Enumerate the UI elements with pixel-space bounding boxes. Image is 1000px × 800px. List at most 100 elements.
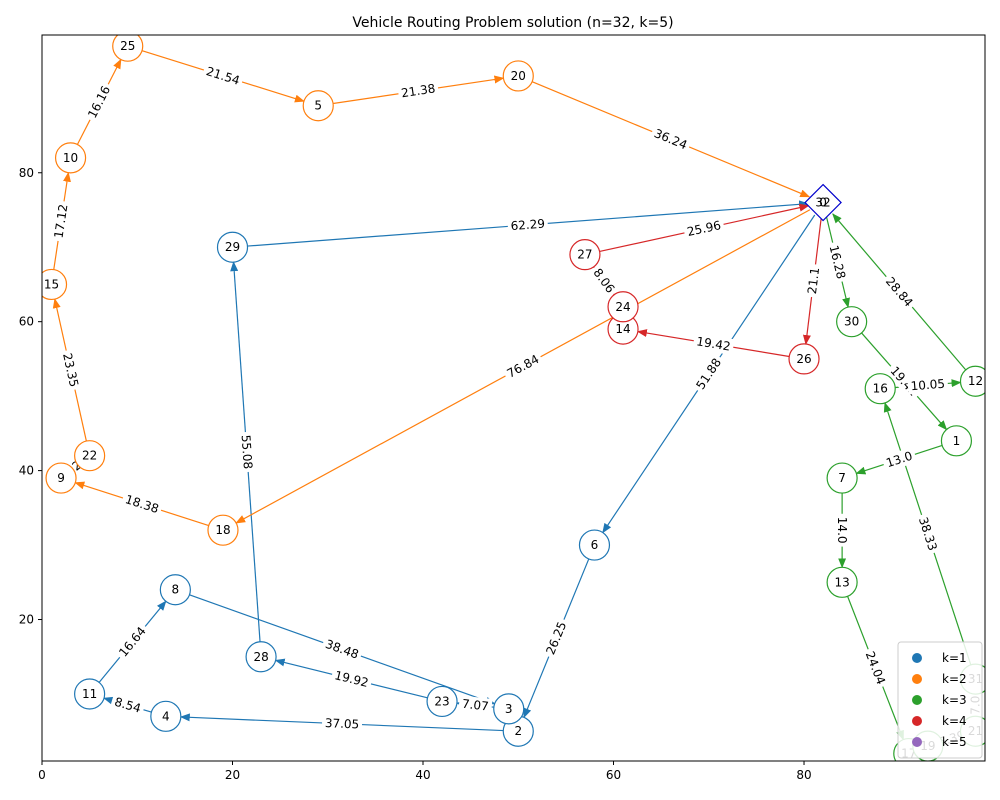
legend-entry-k2: k=2 [912,672,967,686]
y-tick-label: 40 [19,464,34,478]
node-24: 24 [607,291,639,323]
legend-label: k=4 [942,714,967,728]
node-26: 26 [788,343,820,375]
legend-label: k=5 [942,735,967,749]
node-marker [54,142,87,174]
legend-swatch [912,674,922,684]
node-label: 23 [434,694,449,708]
edge-label-background [824,240,850,284]
node-label: 2 [514,724,522,738]
node-marker [578,529,611,561]
node-label: 12 [968,374,983,388]
edge-label-background [109,692,146,718]
node-7: 7 [826,462,858,494]
edge-label-background [320,635,364,664]
legend-label: k=3 [942,693,967,707]
edge-label-background [682,216,726,241]
node-5: 5 [302,90,334,122]
node-23: 23 [426,685,458,718]
node-27: 27 [569,239,601,271]
node-10: 10 [54,142,87,174]
node-marker [302,90,334,122]
node-label: 1 [953,434,961,448]
legend-entry-k5: k=5 [912,735,967,749]
node-11: 11 [74,678,106,710]
node-label: 15 [44,277,59,291]
node-25: 25 [112,35,144,62]
node-label: 11 [82,687,97,701]
edge-weight-label: 38.48 [324,637,361,662]
plot-frame [41,34,986,762]
node-12: 12 [959,365,985,397]
legend-label: k=2 [942,672,967,686]
node-marker [42,268,68,301]
edge-label-background [50,200,72,243]
node-16: 16 [864,373,896,405]
node-marker [426,685,458,718]
edge-weight-label: 36.24 [652,126,689,152]
x-tick-label: 60 [606,768,621,782]
edge-label-background [58,348,83,392]
node-label: 10 [63,151,78,165]
edge-weight-label: 19.42 [695,334,731,353]
legend-label: k=1 [942,651,967,665]
edge-label-background [907,375,949,395]
node-marker [502,60,534,92]
edge-label-background [541,616,572,660]
node-30: 30 [836,306,868,338]
node-6: 6 [578,529,611,561]
node-marker [826,566,858,598]
node-marker [245,641,277,673]
node-13: 13 [826,566,858,598]
node-label: 26 [796,352,811,366]
x-tick-label: 20 [225,768,240,782]
node-label: 28 [253,650,268,664]
edge-label-background [507,215,549,235]
chart-title: Vehicle Routing Problem solution (n=32, … [352,15,673,31]
node-label: 20 [511,69,526,83]
edge-weight-label: 28.84 [883,274,916,309]
x-tick-label: 80 [796,768,811,782]
edge-weight-label: 62.29 [510,217,545,234]
node-label: 7 [838,471,846,485]
edge-label-background [330,666,373,692]
edge-weight-label: 21.1 [805,267,822,295]
edge-weight-label: 16.16 [85,84,113,121]
edge-label-background [82,80,116,124]
node-marker [159,574,191,606]
edge-label-background [397,79,440,102]
node-marker [45,462,77,494]
node-label: 4 [162,709,170,723]
node-20: 20 [502,60,534,92]
node-marker [216,231,249,263]
depot-alt-label: 32 [815,196,830,210]
node-15: 15 [42,268,68,301]
edge-weight-label: 14.0 [835,517,849,544]
legend-entry-k3: k=3 [912,693,967,707]
edge-weight-label: 55.08 [239,434,255,469]
node-22: 22 [74,440,106,472]
node-marker [788,343,820,375]
node-label: 25 [120,39,135,53]
node-marker [864,373,896,405]
edge-label-background [860,646,891,690]
node-marker [493,693,525,725]
edge-label-background [881,446,918,473]
edge-label-background [803,263,824,298]
node-label: 29 [225,240,240,254]
node-marker [112,35,144,62]
legend-swatch [912,653,922,663]
node-label: 14 [615,322,630,336]
legend-swatch [912,716,922,726]
node-marker [826,462,858,494]
edge-weight-label: 76.84 [505,352,542,381]
legend-swatch [912,737,922,747]
edge-weight-label: 7.07 [461,697,489,714]
x-tick-label: 40 [415,768,430,782]
edge-weight-label: 37.05 [325,716,360,731]
node-label: 27 [577,248,592,262]
node-marker [940,425,973,457]
node-label: 5 [314,99,322,113]
node-marker [74,440,106,472]
